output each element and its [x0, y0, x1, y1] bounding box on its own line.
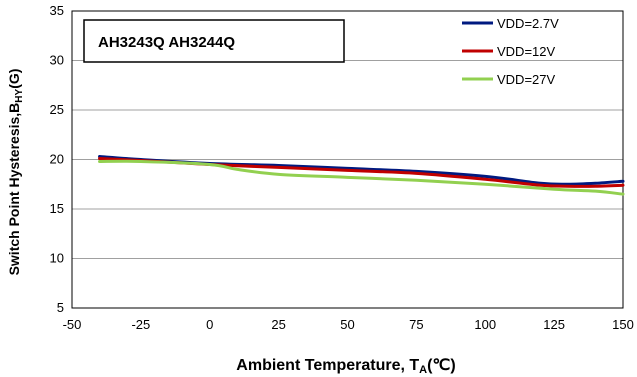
y-tick-label: 20: [50, 152, 64, 167]
y-tick-label: 25: [50, 102, 64, 117]
x-axis-label: Ambient Temperature, TA(℃): [236, 357, 455, 376]
y-tick-label: 10: [50, 251, 64, 266]
x-tick-label: -25: [131, 317, 150, 332]
x-tick-label: 150: [612, 317, 634, 332]
series-lines: [98, 155, 625, 196]
x-tick-label: 25: [271, 317, 285, 332]
legend-label: VDD=27V: [497, 72, 555, 87]
title-box: AH3243Q AH3244Q: [83, 19, 345, 63]
x-tick-label: 75: [409, 317, 423, 332]
x-tick-label: -50: [63, 317, 82, 332]
y-tick-label: 5: [57, 300, 64, 315]
y-tick-label: 15: [50, 201, 64, 216]
tick-labels: 5 10 15 20 25 30 35 -50 -25 0 25 50 75 100 125 150: [50, 3, 634, 332]
y-tick-label: 35: [50, 3, 64, 18]
y-axis-label: Switch Point Hysteresis,BHY(G): [6, 69, 25, 276]
x-tick-label: 50: [340, 317, 354, 332]
legend-label: VDD=12V: [497, 44, 555, 59]
legend-label: VDD=2.7V: [497, 16, 559, 31]
x-tick-label: 0: [206, 317, 213, 332]
x-tick-label: 100: [474, 317, 496, 332]
plot-area: [71, 10, 624, 309]
x-tick-label: 125: [543, 317, 565, 332]
legend: VDD=2.7V VDD=12V VDD=27V: [462, 16, 559, 87]
chart-title: AH3243Q AH3244Q: [98, 34, 235, 51]
series-line: [98, 159, 625, 196]
y-tick-label: 30: [50, 53, 64, 68]
